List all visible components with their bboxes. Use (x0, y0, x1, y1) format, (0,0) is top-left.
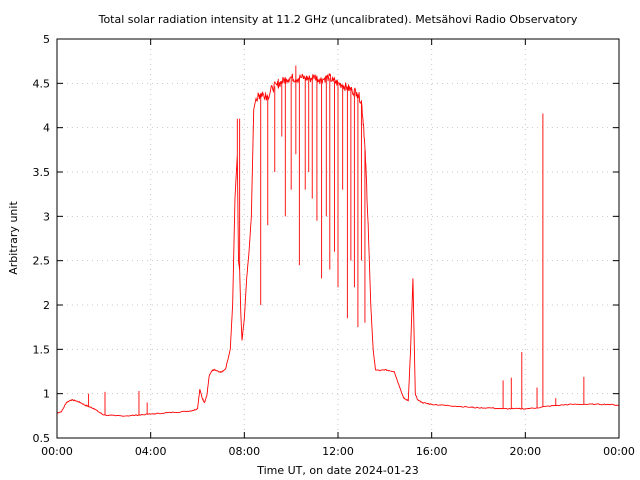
x-tick-label: 00:00 (603, 445, 635, 458)
x-tick-label: 08:00 (228, 445, 260, 458)
y-tick-label: 0.5 (33, 432, 51, 445)
x-tick-label: 20:00 (509, 445, 541, 458)
y-tick-label: 4.5 (33, 77, 51, 90)
y-tick-label: 2 (43, 299, 50, 312)
x-axis-label: Time UT, on date 2024-01-23 (256, 464, 419, 477)
y-tick-label: 1 (43, 388, 50, 401)
series-group (56, 65, 620, 417)
y-tick-label: 1.5 (33, 343, 51, 356)
chart-title: Total solar radiation intensity at 11.2 … (98, 13, 578, 26)
y-tick-label: 4 (43, 122, 50, 135)
x-tick-label: 04:00 (135, 445, 167, 458)
series-line (56, 73, 620, 417)
axis-ticks: 0.5 1 1.5 2 2.5 3 3.5 4 4.5 5 00:00 04:00 08:00 12:00… (33, 33, 635, 458)
x-tick-label: 12:00 (322, 445, 354, 458)
y-tick-label: 5 (43, 33, 50, 46)
y-tick-label: 3.5 (33, 166, 51, 179)
x-tick-label: 16:00 (416, 445, 448, 458)
y-tick-label: 2.5 (33, 255, 51, 268)
y-tick-label: 3 (43, 210, 50, 223)
y-axis-label: Arbitrary unit (7, 201, 20, 275)
x-tick-label: 00:00 (41, 445, 73, 458)
